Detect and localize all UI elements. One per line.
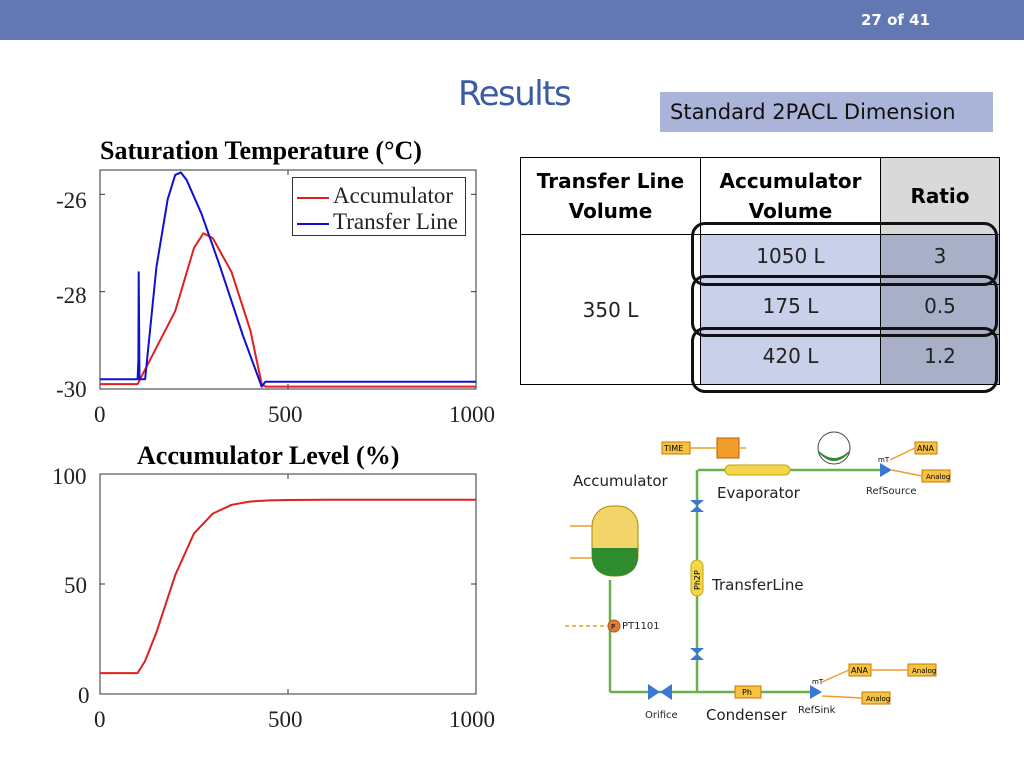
mt-label: mT xyxy=(812,678,824,686)
legend-swatch xyxy=(297,222,329,225)
chart1-ytick: -28 xyxy=(56,283,87,308)
loop-schematic: TIME ANA Analog ANA Analog Analog mT mT … xyxy=(565,431,951,705)
sink-arrow-icon xyxy=(810,685,822,699)
condenser-label: Condenser xyxy=(706,706,787,724)
header-label: Accumulator Volume xyxy=(719,169,862,223)
accumulator-volume-cell: 420 L xyxy=(700,334,881,385)
ratio-cell: 0.5 xyxy=(880,284,1000,335)
chart1-legend: Accumulator Transfer Line xyxy=(292,177,466,236)
chart1-ytick: -26 xyxy=(56,188,87,213)
slide-title: Results xyxy=(458,74,572,114)
ana-label: ANA xyxy=(917,444,934,453)
evaporator-icon xyxy=(724,464,791,476)
chart2-ytick: 0 xyxy=(78,683,90,708)
page-number: 27 of 41 xyxy=(860,11,930,29)
chart1-xtick: 500 xyxy=(268,402,303,427)
valve-icon xyxy=(690,500,704,512)
accumulator-volume-cell: 175 L xyxy=(700,284,881,335)
ph-label: Ph xyxy=(742,688,752,697)
chart2-xtick: 1000 xyxy=(449,707,495,732)
header-label: Transfer Line Volume xyxy=(536,169,685,223)
chart2-ytick: 100 xyxy=(52,464,87,489)
tank-liquid xyxy=(818,450,850,461)
ratio-cell: 1.2 xyxy=(880,334,1000,385)
pt1101-label: PT1101 xyxy=(622,621,660,632)
source-arrow-icon xyxy=(880,463,892,477)
table-row: 420 L 1.2 xyxy=(521,334,1000,385)
series-line-transfer-line xyxy=(100,171,476,388)
plot-frame xyxy=(99,473,477,695)
analog-label: Analog xyxy=(912,667,936,675)
header-bar: 27 of 41 xyxy=(0,0,1024,40)
transfer-line-icon xyxy=(690,559,704,597)
chart1-title: Saturation Temperature (°C) xyxy=(100,136,422,165)
orifice-icon xyxy=(648,684,672,700)
header-transfer-line-volume: Transfer Line Volume xyxy=(520,157,701,235)
legend-label: Accumulator xyxy=(333,183,454,208)
transfer-line-label: TransferLine xyxy=(712,576,804,594)
ref-sink-label: RefSink xyxy=(798,705,836,716)
mt-label: mT xyxy=(878,456,890,464)
chart2-xtick: 0 xyxy=(94,707,106,732)
accumulator-level-chart xyxy=(99,473,477,695)
signal-lines xyxy=(565,447,923,699)
table-row: 175 L 0.5 xyxy=(521,284,1000,335)
chart1-ytick: -30 xyxy=(56,377,87,402)
time-label: TIME xyxy=(663,444,683,453)
chart2-title: Accumulator Level (%) xyxy=(137,441,400,470)
analog-label: Analog xyxy=(926,473,950,481)
chart2-xtick: 500 xyxy=(268,707,303,732)
orifice-label: Orifice xyxy=(645,710,678,721)
analog-label: Analog xyxy=(866,695,890,703)
evaporator-label: Evaporator xyxy=(717,484,800,502)
row-highlight-outline xyxy=(691,275,998,337)
series-line-accumulator xyxy=(100,232,476,388)
dimension-box: Standard 2PACL Dimension xyxy=(660,92,993,132)
valve-icon xyxy=(690,648,704,660)
legend-item-accumulator: Accumulator xyxy=(297,183,453,209)
legend-item-transfer-line: Transfer Line xyxy=(297,209,458,235)
row-highlight-outline xyxy=(691,222,998,286)
accumulator-liquid xyxy=(592,548,638,576)
ph2p-label: Ph2P xyxy=(693,570,702,590)
chart1-xtick: 1000 xyxy=(449,402,495,427)
row-highlight-outline xyxy=(691,327,998,393)
legend-swatch xyxy=(297,196,329,199)
header-label: Ratio xyxy=(910,184,970,208)
transfer-line-volume-cell: 350 L xyxy=(520,234,701,385)
series-line-0 xyxy=(100,498,476,675)
p-label: P xyxy=(611,623,615,631)
table-block-icon xyxy=(716,437,740,459)
accumulator-label: Accumulator xyxy=(573,472,668,490)
ref-source-label: RefSource xyxy=(866,486,917,497)
chart2-ytick: 50 xyxy=(64,573,87,598)
chart1-xtick: 0 xyxy=(94,402,106,427)
ana-label: ANA xyxy=(851,666,868,675)
ph-block-icon xyxy=(734,685,762,699)
legend-label: Transfer Line xyxy=(333,209,458,234)
